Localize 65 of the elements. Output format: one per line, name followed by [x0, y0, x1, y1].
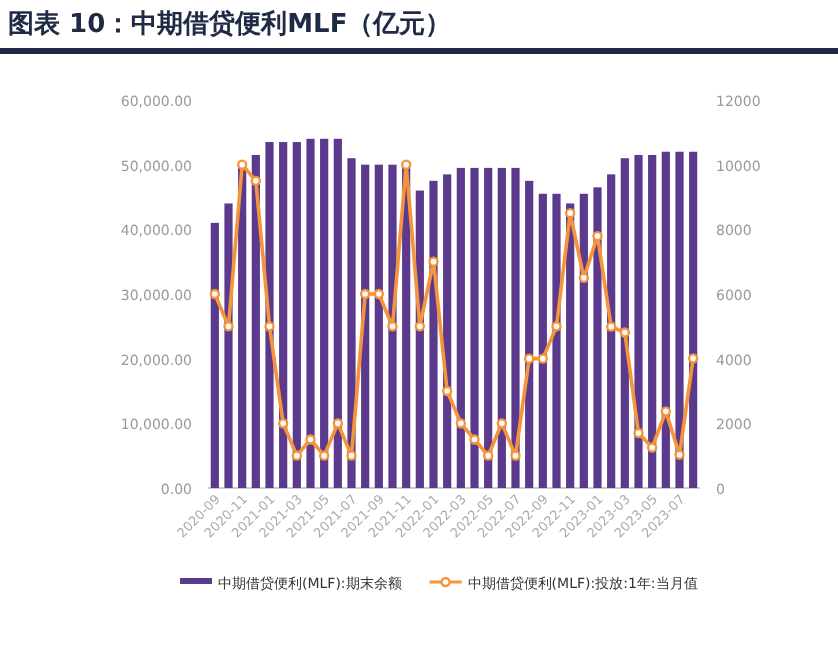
- point: [277, 418, 289, 429]
- point: [359, 288, 371, 300]
- point: [373, 288, 385, 300]
- bar: [388, 164, 397, 488]
- bar: [689, 151, 698, 488]
- point: [660, 406, 672, 417]
- point: [646, 442, 658, 453]
- point: [605, 321, 617, 332]
- point: [592, 230, 603, 242]
- point: [482, 450, 494, 461]
- bar: [538, 193, 547, 488]
- bar: [374, 164, 383, 488]
- bar: [279, 142, 288, 488]
- point: [318, 450, 330, 461]
- point: [346, 450, 357, 461]
- point: [291, 450, 303, 461]
- point: [510, 450, 521, 461]
- bar: [620, 158, 629, 488]
- point: [619, 327, 631, 338]
- bar: [525, 180, 534, 488]
- point: [236, 159, 248, 170]
- point: [209, 288, 221, 300]
- bar: [210, 222, 219, 488]
- bar: [484, 167, 493, 488]
- bar: [333, 138, 342, 488]
- point: [305, 434, 316, 445]
- bar: [511, 167, 520, 488]
- bar: [320, 138, 329, 488]
- point: [564, 207, 576, 219]
- point: [578, 272, 590, 284]
- bar: [552, 193, 561, 488]
- bar: [661, 151, 670, 488]
- point: [537, 353, 549, 364]
- bar: [579, 193, 588, 488]
- bar: [251, 154, 260, 488]
- point: [387, 321, 398, 332]
- bar: [593, 187, 602, 488]
- bar: [306, 138, 315, 488]
- point: [332, 418, 344, 429]
- point: [633, 427, 644, 439]
- point: [441, 385, 453, 397]
- bar: [607, 174, 616, 488]
- point: [264, 321, 275, 332]
- bar: [347, 158, 356, 488]
- point: [469, 434, 480, 445]
- bar: [470, 167, 479, 488]
- point: [400, 159, 412, 170]
- point: [551, 321, 562, 332]
- bar: [429, 180, 438, 488]
- point: [223, 321, 234, 332]
- point: [455, 418, 467, 429]
- point: [428, 256, 439, 267]
- bar: [675, 151, 684, 488]
- point: [496, 418, 508, 429]
- bar: [456, 167, 465, 488]
- point: [523, 353, 535, 364]
- bar: [497, 167, 506, 488]
- point: [250, 175, 262, 187]
- point: [687, 353, 699, 364]
- chart-title: 图表 10：中期借贷便利MLF（亿元）: [8, 8, 452, 40]
- bar: [292, 142, 301, 488]
- bar: [648, 154, 657, 488]
- point: [674, 449, 685, 460]
- point: [414, 321, 426, 332]
- bar: [634, 154, 643, 488]
